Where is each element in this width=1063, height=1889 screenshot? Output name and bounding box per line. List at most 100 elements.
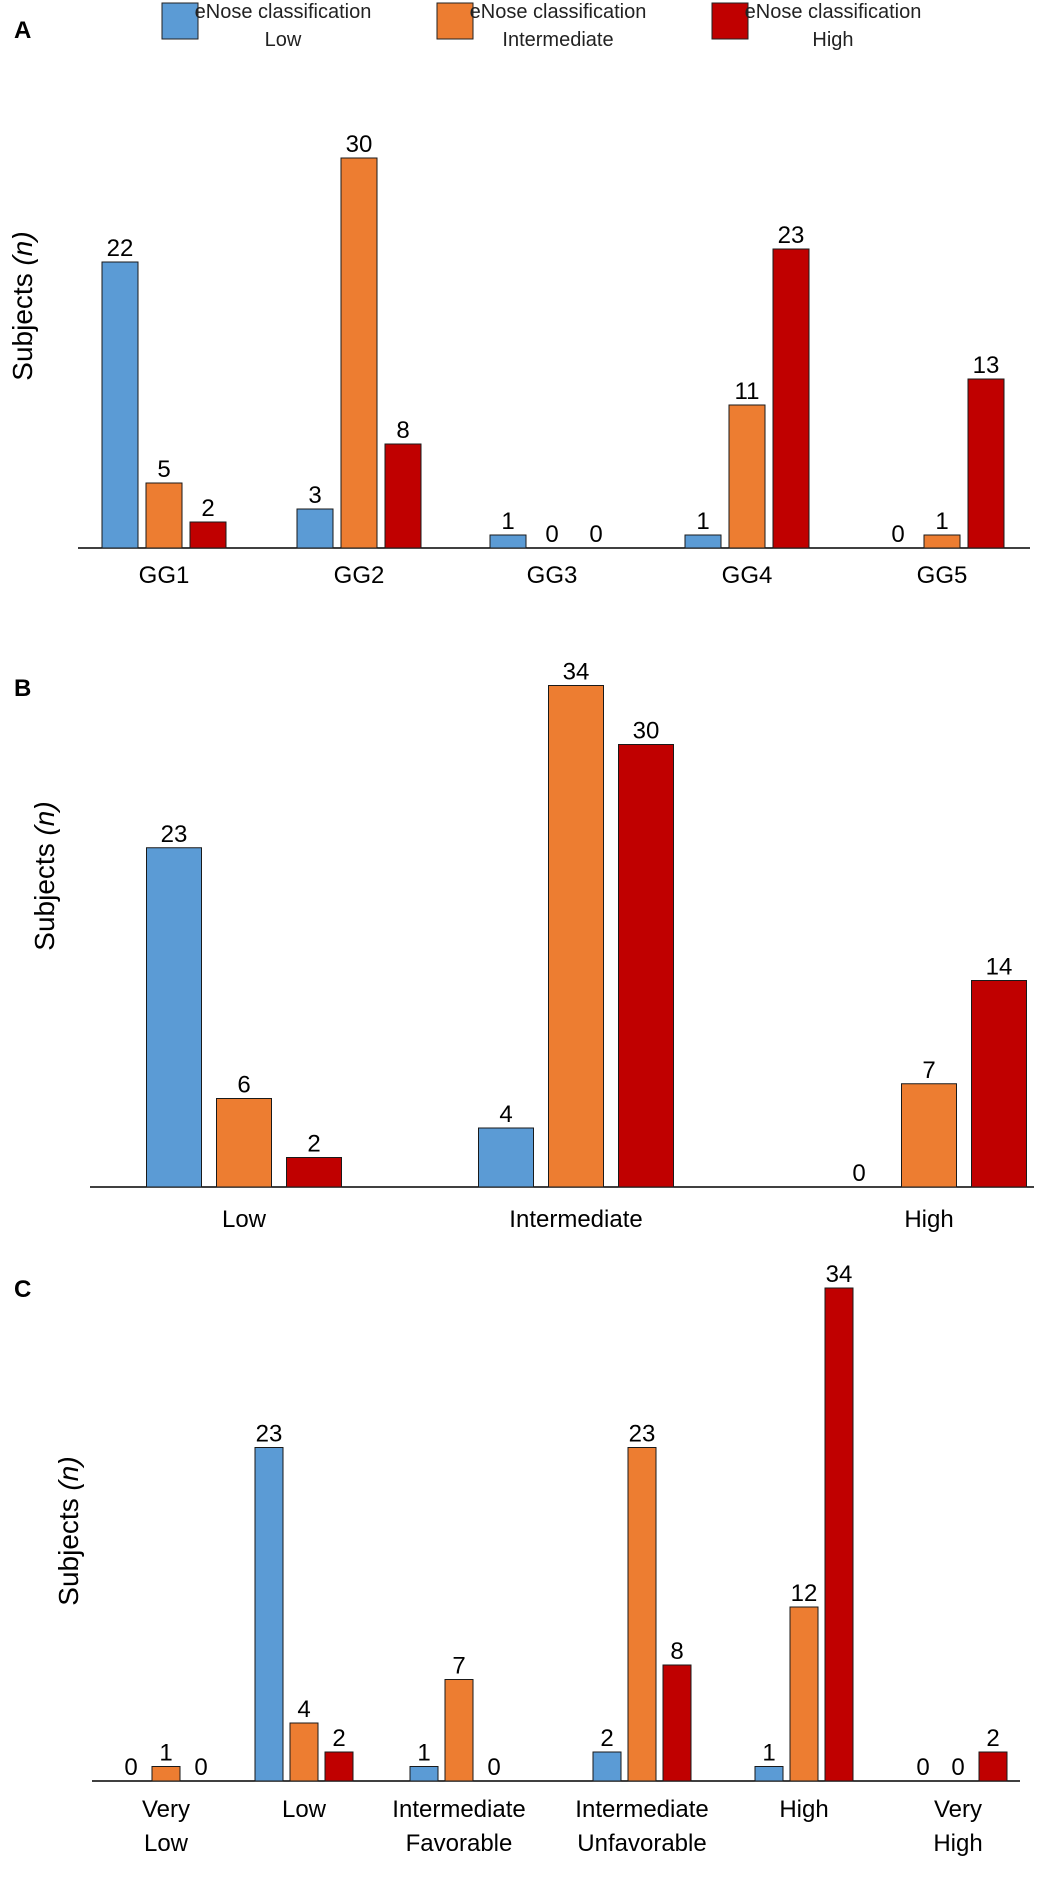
bar-low — [296, 508, 334, 549]
value-label: 2 — [201, 495, 214, 522]
bar-high — [971, 980, 1027, 1188]
legend-swatch — [711, 2, 749, 40]
bar-intermediate — [216, 1098, 272, 1188]
bar-intermediate — [901, 1083, 957, 1188]
value-label: 1 — [417, 1740, 430, 1767]
category-label: GG2 — [334, 562, 385, 589]
value-label: 30 — [346, 131, 373, 158]
value-label: 23 — [629, 1421, 656, 1448]
bar-intermediate — [340, 157, 378, 549]
bar-high — [384, 443, 422, 549]
category-label: Low — [222, 1206, 267, 1233]
bar-intermediate — [728, 404, 766, 549]
category-label: Low — [144, 1830, 189, 1857]
value-label: 1 — [935, 508, 948, 535]
bar-low — [754, 1766, 784, 1782]
y-axis-label: Subjects (n) — [29, 801, 60, 950]
value-label: 5 — [157, 456, 170, 483]
legend-swatch — [161, 2, 199, 40]
value-label: 1 — [159, 1740, 172, 1767]
bar-intermediate — [289, 1722, 319, 1782]
legend-label-line1: eNose classification — [470, 1, 647, 23]
bar-intermediate — [627, 1447, 657, 1782]
value-label: 1 — [762, 1740, 775, 1767]
value-label: 0 — [916, 1754, 929, 1781]
category-label: Intermediate — [392, 1796, 525, 1823]
value-label: 22 — [107, 235, 134, 262]
y-axis-label: Subjects (n) — [53, 1456, 84, 1605]
category-label: Intermediate — [575, 1796, 708, 1823]
value-label: 2 — [986, 1725, 999, 1752]
value-label: 3 — [308, 482, 321, 509]
value-label: 7 — [452, 1653, 465, 1680]
value-label: 0 — [487, 1754, 500, 1781]
category-label: GG4 — [722, 562, 773, 589]
value-label: 11 — [735, 378, 760, 405]
bar-intermediate — [548, 685, 604, 1188]
category-label: Unfavorable — [577, 1830, 706, 1857]
bar-intermediate — [145, 482, 183, 549]
category-label: GG3 — [527, 562, 578, 589]
bar-high — [286, 1157, 342, 1188]
value-label: 34 — [563, 659, 590, 686]
value-label: 1 — [696, 508, 709, 535]
value-label: 14 — [986, 954, 1013, 981]
y-axis-label: Subjects (n) — [7, 231, 38, 380]
value-label: 30 — [633, 718, 660, 745]
bar-high — [967, 378, 1005, 549]
value-label: 2 — [307, 1131, 320, 1158]
legend-swatch — [436, 2, 474, 40]
bar-low — [592, 1751, 622, 1782]
bar-intermediate — [923, 534, 961, 549]
bar-low — [254, 1447, 284, 1782]
bar-high — [618, 744, 674, 1188]
value-label: 8 — [396, 417, 409, 444]
legend-label-line2: Low — [265, 29, 302, 51]
category-label: GG5 — [917, 562, 968, 589]
category-label: High — [933, 1830, 982, 1857]
bar-intermediate — [789, 1606, 819, 1782]
category-label: Intermediate — [509, 1206, 642, 1233]
value-label: 0 — [545, 521, 558, 548]
bar-low — [409, 1766, 439, 1782]
value-label: 13 — [973, 352, 1000, 379]
bar-high — [324, 1751, 354, 1782]
bar-intermediate — [444, 1679, 474, 1782]
value-label: 0 — [852, 1160, 865, 1187]
value-label: 1 — [501, 508, 514, 535]
panel-label: C — [14, 1276, 31, 1303]
legend-label-line2: High — [812, 29, 853, 51]
bar-low — [684, 534, 722, 549]
bar-low — [146, 847, 202, 1188]
category-label: Very — [142, 1796, 190, 1823]
value-label: 0 — [194, 1754, 207, 1781]
legend-item-low: eNose classification Low — [161, 1, 372, 51]
value-label: 0 — [891, 521, 904, 548]
bar-low — [478, 1127, 534, 1188]
value-label: 0 — [124, 1754, 137, 1781]
value-label: 23 — [161, 821, 188, 848]
bar-low — [101, 261, 139, 549]
legend-label-line2: Intermediate — [502, 29, 613, 51]
legend-item-high: eNose classification High — [711, 1, 922, 51]
value-label: 12 — [791, 1580, 818, 1607]
legend-item-intermediate: eNose classification Intermediate — [436, 1, 647, 51]
value-label: 23 — [778, 222, 805, 249]
legend-label-line1: eNose classification — [745, 1, 922, 23]
value-label: 7 — [922, 1057, 935, 1084]
bar-high — [189, 521, 227, 549]
value-label: 2 — [332, 1725, 345, 1752]
panel-label: B — [14, 675, 31, 702]
bar-high — [662, 1664, 692, 1782]
category-label: Low — [282, 1796, 327, 1823]
value-label: 6 — [237, 1072, 250, 1099]
value-label: 0 — [951, 1754, 964, 1781]
value-label: 4 — [499, 1101, 512, 1128]
legend-label-line1: eNose classification — [195, 1, 372, 23]
bar-low — [489, 534, 527, 549]
value-label: 2 — [600, 1725, 613, 1752]
value-label: 0 — [589, 521, 602, 548]
